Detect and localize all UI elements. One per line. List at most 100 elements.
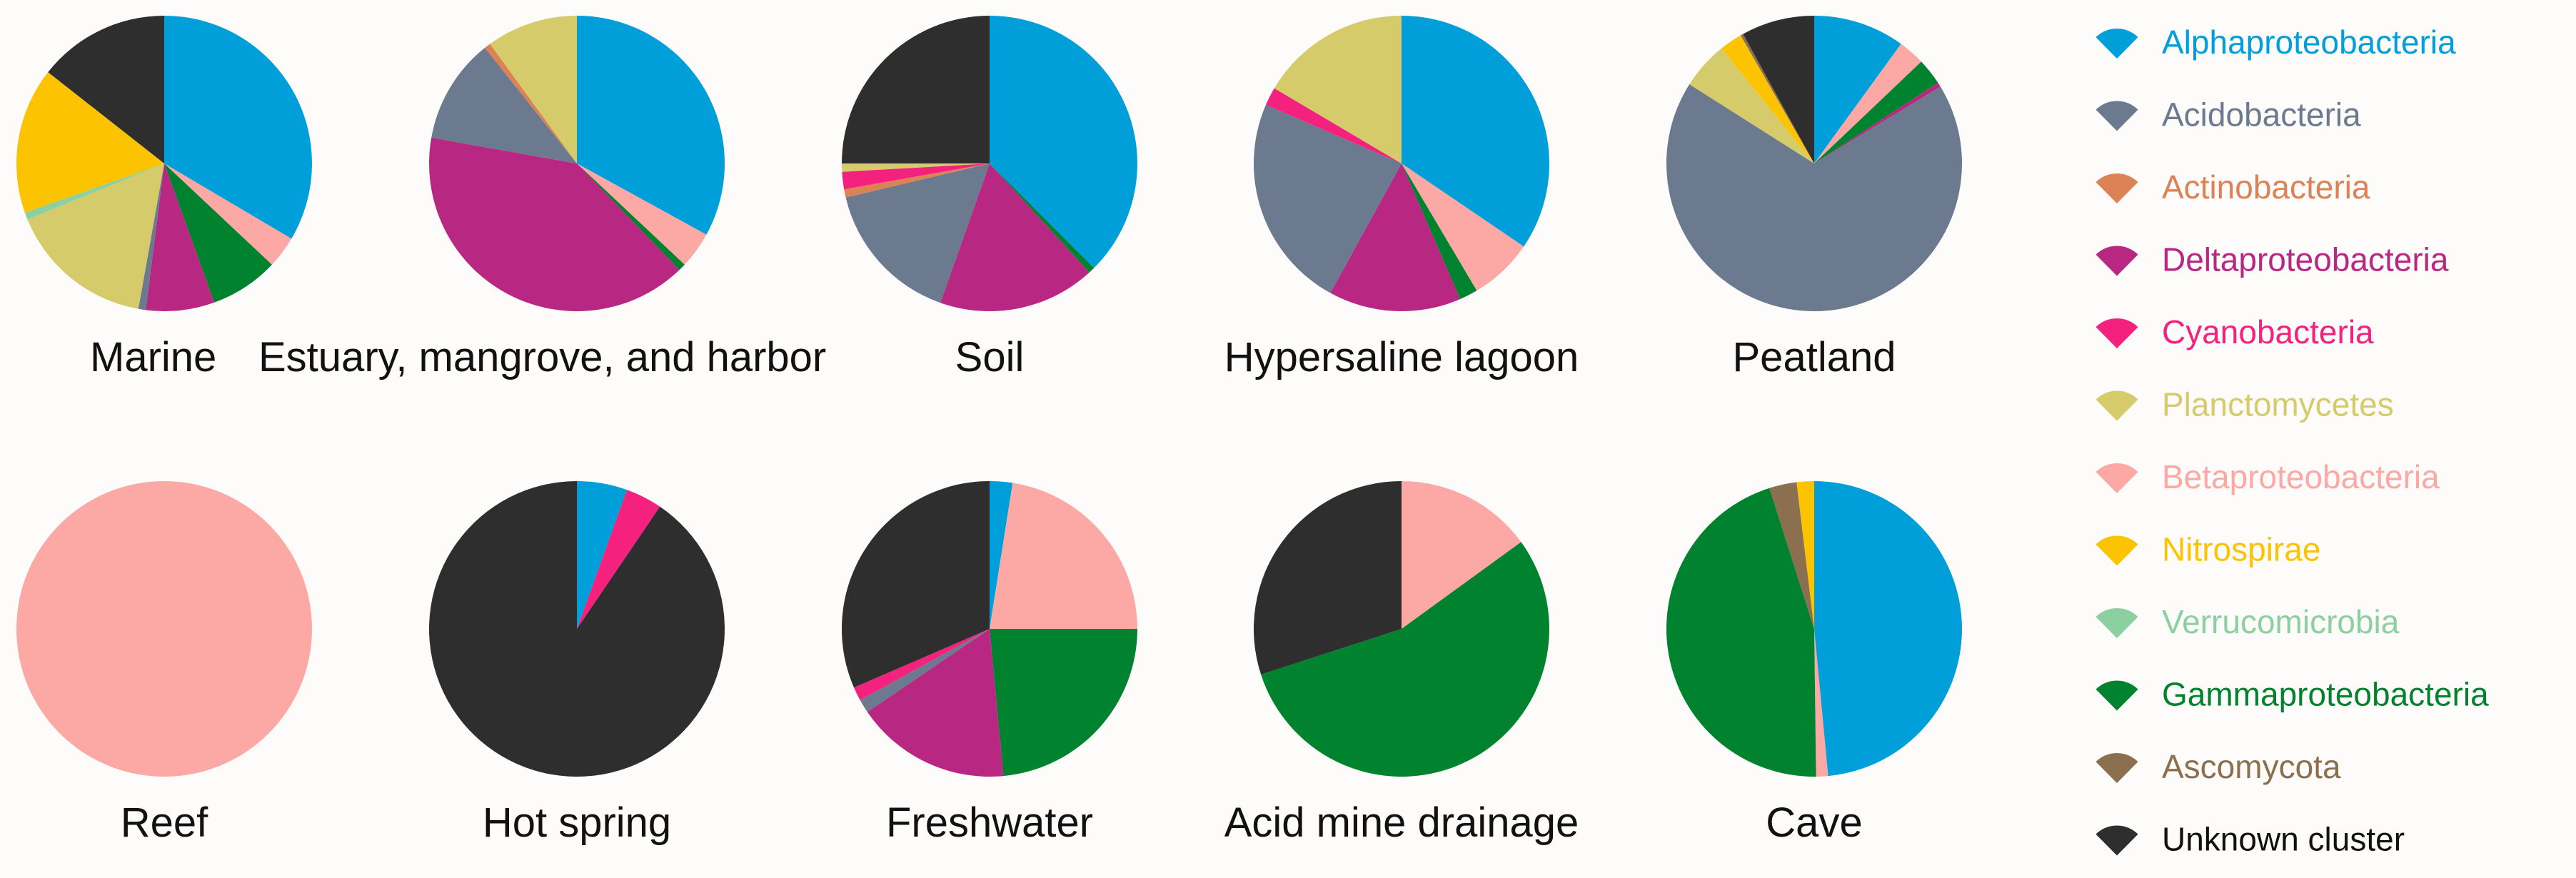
slice-gammaproteobacteria [1261, 542, 1549, 777]
legend-label: Betaproteobacteria [2162, 458, 2440, 495]
slice-nitrospirae [1721, 35, 1814, 163]
slice-acidobacteria [860, 629, 990, 712]
slice-unknown-cluster [841, 481, 990, 688]
slice-alphaproteobacteria [990, 481, 1013, 629]
slice-gammaproteobacteria [1666, 488, 1816, 777]
legend-item-gammaproteobacteria: Gammaproteobacteria [2095, 676, 2489, 713]
slice-acidobacteria [845, 163, 990, 303]
pie-reef [16, 481, 312, 777]
legend-label: Nitrospirae [2162, 531, 2320, 568]
wedge-icon [2095, 101, 2138, 131]
pie-soil [842, 16, 1137, 312]
slice-alphaproteobacteria [577, 15, 725, 235]
wedge-icon [2095, 173, 2138, 203]
slice-deltaproteobacteria [1330, 163, 1461, 312]
slice-planctomycetes [842, 163, 990, 172]
slice-deltaproteobacteria [429, 137, 680, 311]
legend-item-cyanobacteria: Cyanobacteria [2095, 313, 2374, 350]
legend-item-ascomycota: Ascomycota [2095, 748, 2341, 785]
slice-cyanobacteria [842, 163, 990, 190]
slice-gammaproteobacteria [1814, 61, 1938, 163]
pie-freshwater [841, 481, 1137, 777]
slice-cyanobacteria [1266, 88, 1402, 163]
slice-nitrospirae [1796, 481, 1814, 629]
slice-gammaproteobacteria [164, 163, 272, 303]
legend-item-verrucomicrobia: Verrucomicrobia [2095, 603, 2400, 640]
slice-acidobacteria [1666, 84, 1962, 311]
pie-title: Acid mine drainage [1224, 799, 1579, 846]
wedge-icon [2095, 390, 2138, 421]
slice-nitrospirae [16, 72, 164, 213]
legend-label: Gammaproteobacteria [2162, 676, 2489, 713]
legend-label: Ascomycota [2162, 748, 2341, 785]
legend-label: Unknown cluster [2162, 821, 2405, 858]
pie-peatland [1666, 16, 1962, 311]
legend-label: Planctomycetes [2162, 386, 2394, 423]
slice-unknown-cluster [842, 16, 990, 163]
slice-betaproteobacteria [1402, 163, 1524, 291]
wedge-icon [2095, 246, 2138, 276]
slice-unknown-cluster [429, 481, 725, 777]
pie-title: Reef [121, 799, 208, 846]
slice-planctomycetes [1689, 48, 1814, 163]
slice-acidobacteria [138, 163, 164, 311]
wedge-icon [2095, 28, 2138, 59]
wedge-icon [2095, 680, 2138, 711]
slice-gammaproteobacteria [990, 629, 1137, 777]
slice-unknown-cluster [48, 16, 165, 163]
slice-alphaproteobacteria [990, 16, 1137, 268]
slice-gammaproteobacteria [990, 163, 1095, 273]
legend-item-nitrospirae: Nitrospirae [2095, 531, 2320, 568]
slice-ascomycota [1769, 482, 1814, 629]
slice-deltaproteobacteria [940, 163, 1090, 312]
slice-verrucomicrobia [24, 163, 164, 220]
wedge-icon [2095, 535, 2138, 566]
slice-deltaproteobacteria [867, 629, 1004, 777]
wedge-icon [2095, 752, 2138, 783]
pie-hypersaline-lagoon [1253, 16, 1550, 312]
legend-label: Verrucomicrobia [2162, 603, 2400, 640]
wedge-icon [2095, 318, 2138, 348]
slice-actinobacteria [485, 44, 577, 163]
legend-item-unknown-cluster: Unknown cluster [2095, 821, 2405, 858]
legend-item-deltaproteobacteria: Deltaproteobacteria [2095, 241, 2449, 278]
pie-title: Hypersaline lagoon [1224, 334, 1579, 380]
slice-acidobacteria [1253, 104, 1402, 293]
legend: Alphaproteobacteria Acidobacteria Actinoba… [2095, 24, 2489, 858]
slice-cyanobacteria [854, 629, 990, 700]
slice-unknown-cluster [1743, 16, 1814, 163]
pie-title: Cave [1766, 799, 1862, 846]
slice-actinobacteria [844, 163, 990, 198]
slice-ascomycota [1740, 34, 1814, 163]
wedge-icon [2095, 607, 2138, 638]
slice-alphaproteobacteria [577, 481, 628, 629]
legend-item-betaproteobacteria: Betaproteobacteria [2095, 458, 2440, 495]
pie-estuary-mangrove-and-harbor [429, 15, 725, 311]
slice-alphaproteobacteria [1814, 16, 1901, 163]
slice-betaproteobacteria [1814, 44, 1921, 163]
pie-title: Soil [955, 334, 1025, 380]
slice-unknown-cluster [1253, 481, 1402, 675]
pie-cave [1666, 481, 1962, 777]
slice-betaproteobacteria [577, 163, 707, 265]
pie-title: Freshwater [886, 799, 1093, 846]
legend-label: Acidobacteria [2162, 96, 2361, 133]
slice-deltaproteobacteria [146, 163, 215, 312]
slice-planctomycetes [490, 16, 577, 163]
slice-betaproteobacteria [1402, 481, 1521, 629]
slice-gammaproteobacteria [1402, 163, 1477, 299]
legend-label: Alphaproteobacteria [2162, 24, 2456, 61]
slice-acidobacteria [431, 48, 577, 163]
legend-label: Cyanobacteria [2162, 313, 2374, 350]
legend-label: Deltaproteobacteria [2162, 241, 2449, 278]
slice-betaproteobacteria [1814, 629, 1828, 777]
slice-betaproteobacteria [990, 483, 1137, 629]
pie-marine [16, 16, 312, 312]
legend-item-alphaproteobacteria: Alphaproteobacteria [2095, 24, 2456, 61]
slice-planctomycetes [1274, 16, 1402, 163]
pie-title: Hot spring [483, 799, 671, 846]
slice-betaproteobacteria [164, 163, 292, 265]
wedge-icon [2095, 825, 2138, 856]
slice-alphaproteobacteria [164, 16, 312, 239]
